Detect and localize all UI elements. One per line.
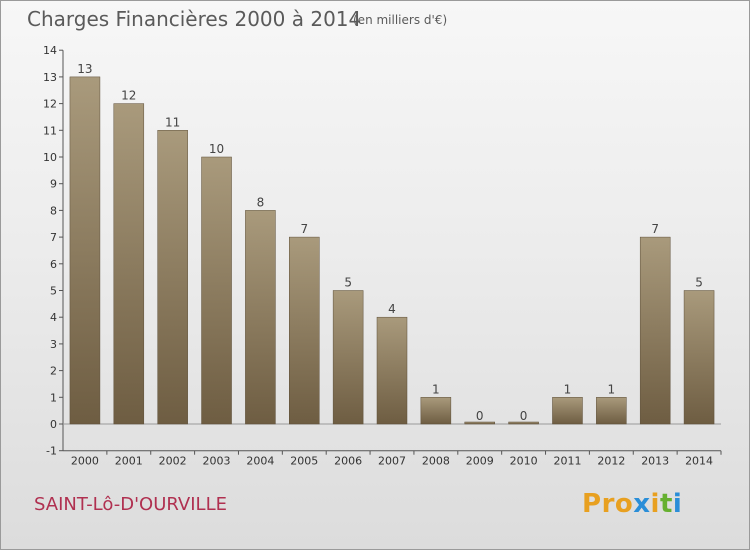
x-tick-label: 2011 bbox=[553, 455, 581, 468]
y-tick-label: 3 bbox=[50, 338, 57, 351]
bars bbox=[69, 76, 715, 425]
x-tick-label: 2001 bbox=[115, 455, 143, 468]
value-label-2001: 12 bbox=[121, 89, 136, 103]
x-tick-label: 2012 bbox=[597, 455, 625, 468]
x-tick-label: 2002 bbox=[159, 455, 187, 468]
bar-2004[interactable] bbox=[245, 210, 276, 425]
x-tick-label: 2010 bbox=[510, 455, 538, 468]
x-tick-label: 2009 bbox=[466, 455, 494, 468]
x-tick-label: 2008 bbox=[422, 455, 450, 468]
bar-2012[interactable] bbox=[596, 397, 627, 425]
y-tick-label: 0 bbox=[50, 418, 57, 431]
value-label-2012: 1 bbox=[608, 382, 616, 396]
y-tick-label: 4 bbox=[50, 311, 57, 324]
y-tick-label: 13 bbox=[43, 71, 57, 84]
bar-2013[interactable] bbox=[639, 236, 671, 425]
commune-name: SAINT-Lô-D'OURVILLE bbox=[34, 494, 227, 515]
value-label-2004: 8 bbox=[257, 195, 265, 209]
bar-2014[interactable] bbox=[683, 290, 715, 425]
value-label-2008: 1 bbox=[432, 382, 440, 396]
value-label-2000: 13 bbox=[77, 62, 92, 76]
value-label-2006: 5 bbox=[344, 276, 352, 290]
y-tick-label: -1 bbox=[46, 445, 57, 458]
bar-2003[interactable] bbox=[201, 156, 232, 425]
x-tick-label: 2004 bbox=[246, 455, 274, 468]
bar-2002[interactable] bbox=[157, 130, 188, 425]
value-label-2010: 0 bbox=[520, 409, 528, 423]
value-label-2005: 7 bbox=[300, 222, 308, 236]
logo-letter: r bbox=[601, 489, 615, 519]
bar-2001[interactable] bbox=[113, 103, 145, 425]
bar-2011[interactable] bbox=[552, 397, 583, 425]
y-tick-label: 11 bbox=[43, 124, 57, 137]
y-tick-label: 10 bbox=[43, 151, 57, 164]
y-tick-label: 7 bbox=[50, 231, 57, 244]
bar-2006[interactable] bbox=[332, 290, 364, 425]
value-label-2014: 5 bbox=[695, 276, 703, 290]
y-tick-label: 6 bbox=[50, 258, 57, 271]
y-tick-label: 12 bbox=[43, 98, 57, 111]
value-label-2003: 10 bbox=[209, 142, 224, 156]
y-tick-label: 5 bbox=[50, 285, 57, 298]
proxiti-logo[interactable]: Proxiti bbox=[582, 489, 682, 519]
bar-2008[interactable] bbox=[420, 397, 452, 425]
x-tick-label: 2013 bbox=[641, 455, 669, 468]
chart-title: Charges Financières 2000 à 2014 bbox=[27, 7, 362, 31]
x-tick-label: 2007 bbox=[378, 455, 406, 468]
bar-2005[interactable] bbox=[289, 236, 320, 425]
bar-2007[interactable] bbox=[376, 316, 408, 425]
chart-unit: (en milliers d'€) bbox=[353, 13, 448, 27]
value-label-2011: 1 bbox=[564, 382, 572, 396]
value-label-2009: 0 bbox=[476, 409, 484, 423]
bar-2010[interactable] bbox=[508, 421, 539, 425]
x-tick-label: 2014 bbox=[685, 455, 713, 468]
y-tick-label: 2 bbox=[50, 365, 57, 378]
x-tick-label: 2005 bbox=[290, 455, 318, 468]
bar-2009[interactable] bbox=[464, 421, 495, 425]
y-tick-label: 1 bbox=[50, 391, 57, 404]
y-tick-label: 9 bbox=[50, 178, 57, 191]
x-tick-label: 2006 bbox=[334, 455, 362, 468]
logo-letter: o bbox=[614, 489, 634, 519]
logo-letter: t bbox=[659, 489, 673, 519]
value-label-2007: 4 bbox=[388, 302, 396, 316]
y-tick-label: 8 bbox=[50, 204, 57, 217]
x-tick-label: 2000 bbox=[71, 455, 99, 468]
logo-letter: P bbox=[582, 489, 602, 519]
x-tick-label: 2003 bbox=[203, 455, 231, 468]
value-label-2013: 7 bbox=[651, 222, 659, 236]
bar-2000[interactable] bbox=[69, 76, 101, 425]
logo-letter: i bbox=[650, 489, 660, 519]
value-label-2002: 11 bbox=[165, 115, 180, 129]
logo-letter: x bbox=[633, 489, 651, 519]
logo-letter: i bbox=[672, 489, 683, 519]
y-tick-label: 14 bbox=[43, 44, 57, 57]
